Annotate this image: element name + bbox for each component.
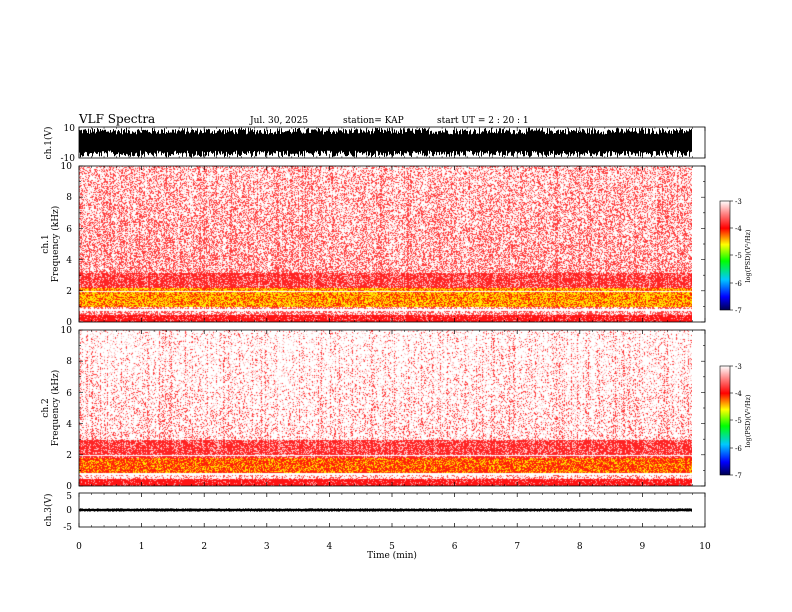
time-tick-9: 9 — [640, 542, 646, 552]
time-tick-3: 3 — [264, 542, 270, 552]
ch2-spectrogram-image — [79, 330, 692, 486]
ch1-colorbar-gradient — [719, 200, 731, 311]
ch1-waveform-trace — [79, 127, 692, 158]
ch2-colorbar: -3 -4 -5 -6 -7 log(PSD)(V²/Hz) — [719, 363, 752, 480]
ch1-waveform-ylabel: ch.1(V) — [43, 127, 54, 160]
ch1-spectrogram-pixels — [79, 166, 692, 322]
figure-title: VLF Spectra — [78, 112, 155, 126]
ch1-waveform-panel: 10 -10 ch.1(V) — [43, 124, 706, 164]
ch3-ytick-mid: 0 — [66, 506, 72, 516]
time-tick-8: 8 — [577, 542, 583, 552]
ch1-freq-tick-10: 10 — [61, 162, 73, 172]
ch1-cb-tick-3: -3 — [735, 198, 742, 206]
ch1-freq-tick-6: 6 — [66, 225, 72, 235]
ch1-freq-tick-8: 8 — [66, 193, 72, 203]
ch1-colorbar-label: log(PSD)(V²/Hz) — [744, 229, 752, 282]
ch2-freq-tick-10: 10 — [61, 326, 73, 336]
ch1-freq-tick-2: 2 — [66, 287, 72, 297]
ch1-cb-tick-6: -6 — [735, 280, 742, 288]
ch2-channel-label: ch.2 — [41, 398, 51, 417]
date-label: Jul. 30, 2025 — [249, 116, 308, 126]
ch2-spectrogram-panel: 0 2 4 6 8 10 ch.2 Frequency (kHz) — [41, 326, 706, 492]
ch2-freq-tick-4: 4 — [66, 420, 72, 430]
ch2-colorbar-gradient — [719, 365, 731, 476]
ch3-ytick-bottom: -5 — [63, 523, 72, 533]
time-axis-tick-labels: 0 1 2 3 4 5 6 7 8 9 10 — [76, 542, 711, 552]
ch1-waveform-line — [79, 127, 692, 158]
ch3-waveform-ticks — [78, 493, 706, 527]
ch1-colorbar: -3 -4 -5 -6 -7 log(PSD)(V²/Hz) — [719, 198, 752, 315]
ch1-waveform-ticks — [78, 127, 706, 158]
ch2-cb-tick-4: -4 — [735, 390, 742, 398]
ch3-waveform-panel: 5 0 -5 ch.3(V) — [43, 492, 706, 533]
ch2-spectrogram-pixels — [79, 330, 692, 486]
time-tick-5: 5 — [389, 542, 395, 552]
time-axis-label: Time (min) — [367, 550, 417, 561]
ch1-ytick-bottom: -10 — [61, 154, 76, 164]
ch2-freq-tick-6: 6 — [66, 389, 72, 399]
ch1-freq-tick-4: 4 — [66, 256, 72, 266]
ch2-colorbar-label: log(PSD)(V²/Hz) — [744, 394, 752, 447]
ch3-waveform-line — [79, 508, 692, 512]
time-tick-0: 0 — [76, 542, 82, 552]
ch1-cb-tick-5: -5 — [735, 252, 742, 260]
ch1-ytick-top: 10 — [64, 124, 76, 134]
ch2-frequency-ylabel: Frequency (kHz) — [50, 370, 61, 447]
time-tick-6: 6 — [452, 542, 458, 552]
ch2-cb-tick-3: -3 — [735, 363, 742, 371]
start-time-label: start UT = 2 : 20 : 1 — [437, 116, 529, 126]
ch2-cb-tick-7: -7 — [735, 472, 742, 480]
ch3-waveform-ylabel: ch.3(V) — [43, 494, 54, 527]
ch2-freq-tick-2: 2 — [66, 451, 72, 461]
time-tick-2: 2 — [201, 542, 207, 552]
ch2-cb-tick-5: -5 — [735, 417, 742, 425]
ch1-spectrogram-image — [79, 166, 692, 322]
ch1-freq-tick-0: 0 — [66, 318, 72, 328]
ch1-spectrogram-panel: 0 2 4 6 8 10 ch.1 Frequency (kHz) — [41, 162, 706, 328]
ch1-channel-label: ch.1 — [41, 234, 51, 253]
ch1-frequency-ylabel: Frequency (kHz) — [50, 206, 61, 283]
ch3-waveform-trace — [79, 508, 692, 512]
ch2-spectrogram-ticks — [78, 329, 706, 487]
ch2-freq-tick-0: 0 — [66, 482, 72, 492]
ch1-spectrogram-ticks — [78, 165, 706, 323]
station-label: station= KAP — [343, 116, 404, 126]
time-tick-1: 1 — [139, 542, 145, 552]
time-tick-7: 7 — [514, 542, 520, 552]
ch2-cb-tick-6: -6 — [735, 445, 742, 453]
time-tick-4: 4 — [327, 542, 333, 552]
ch1-cb-tick-4: -4 — [735, 225, 742, 233]
ch2-freq-tick-8: 8 — [66, 357, 72, 367]
ch1-cb-tick-7: -7 — [735, 307, 742, 315]
time-tick-10: 10 — [699, 542, 711, 552]
ch3-ytick-top: 5 — [66, 492, 72, 502]
